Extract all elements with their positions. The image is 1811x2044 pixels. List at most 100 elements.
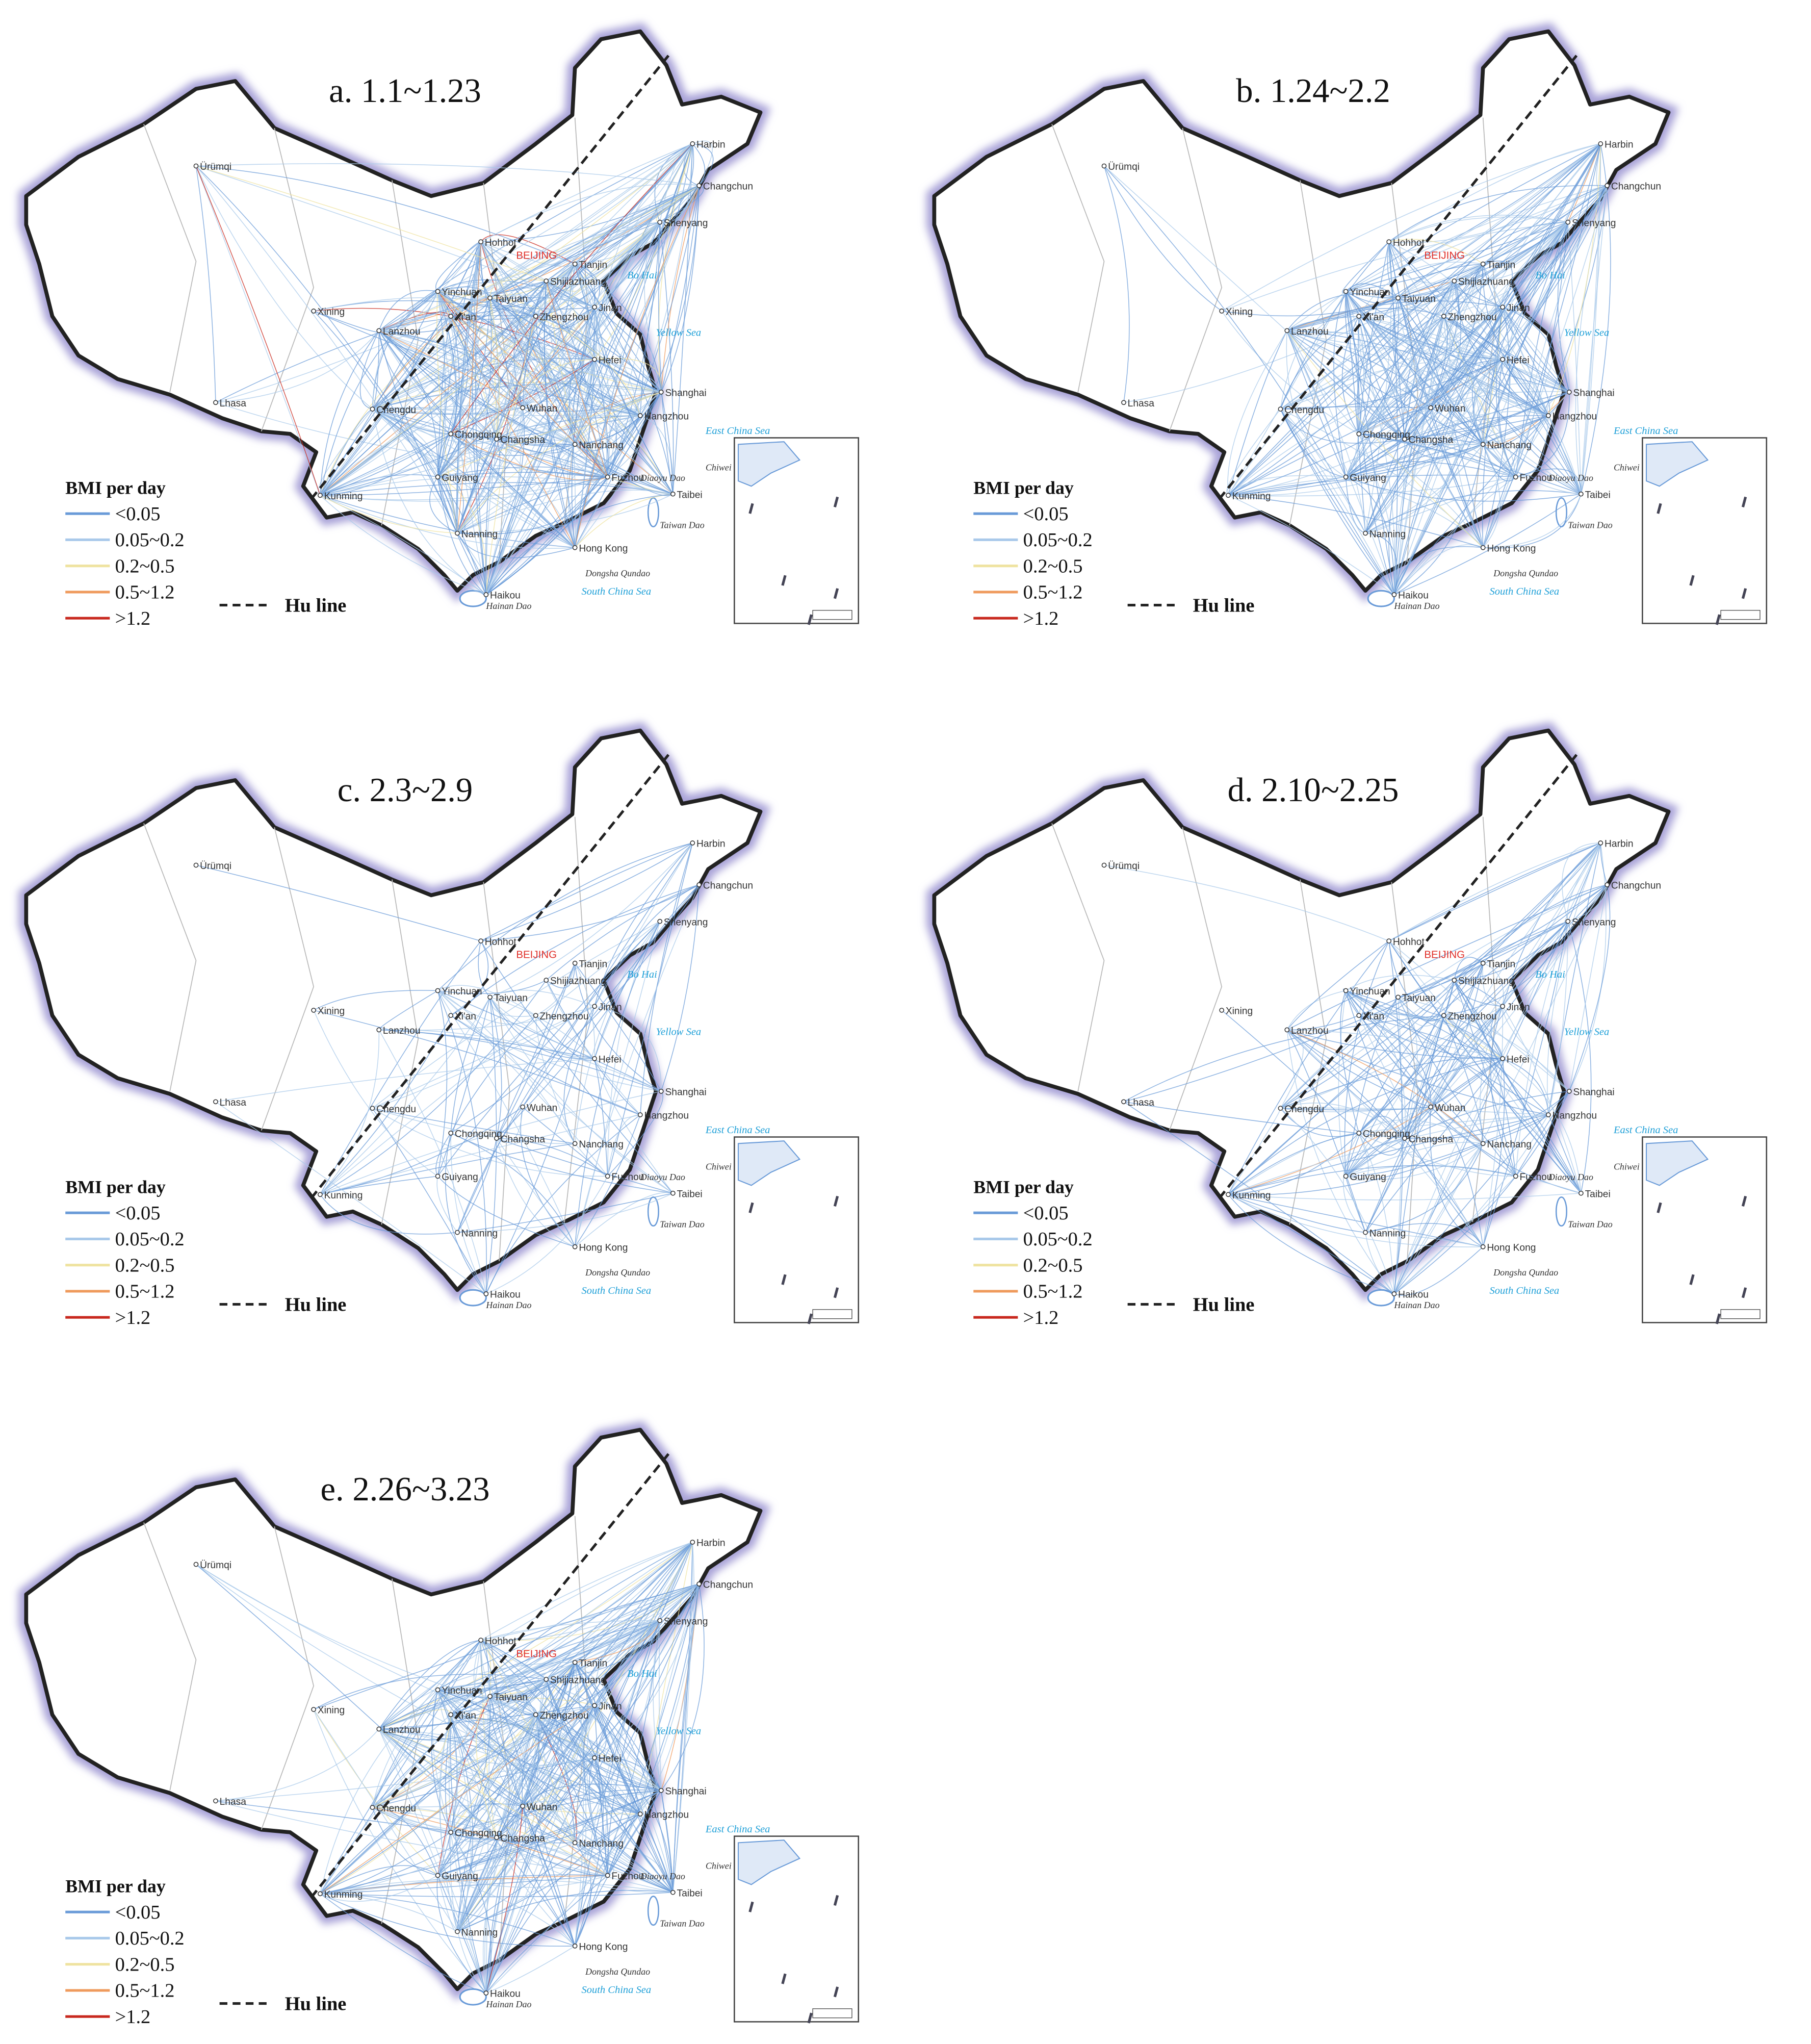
flow-line — [574, 921, 660, 1247]
city-label: Shanghai — [665, 1786, 706, 1797]
flow-line — [320, 1620, 660, 1894]
flow-line — [594, 842, 693, 1007]
legend-label: <0.05 — [115, 1203, 161, 1224]
flow-line — [437, 1662, 576, 1698]
flow-line — [1454, 980, 1582, 1194]
flow-line — [489, 185, 700, 298]
flow-line — [1286, 1029, 1405, 1139]
flow-line — [489, 997, 595, 1059]
flow-line — [378, 330, 576, 548]
legend-label: 0.2~0.5 — [1023, 555, 1083, 577]
flow-line — [496, 264, 576, 440]
flow-line — [522, 264, 576, 408]
flow-line — [574, 1620, 660, 1946]
flow-line — [520, 1107, 576, 1247]
flow-line — [594, 222, 660, 308]
flow-line — [379, 185, 700, 331]
flow-line — [1404, 980, 1455, 1139]
flow-line — [437, 985, 536, 1016]
flow-line — [480, 234, 576, 265]
capital-label: BEIJING — [516, 949, 557, 960]
hu-line — [309, 1452, 670, 1899]
flow-line — [1104, 165, 1405, 440]
city-label: Hangzhou — [1553, 412, 1597, 422]
flow-line — [496, 1835, 575, 1844]
flow-line — [1454, 980, 1516, 1177]
sea-label: East China Sea — [705, 1125, 770, 1136]
flow-line — [1358, 280, 1455, 435]
flow-line — [1365, 963, 1484, 1233]
flow-line — [1515, 921, 1568, 1177]
flow-line — [574, 1662, 584, 1946]
flow-line — [1430, 884, 1608, 1108]
flow-line — [437, 990, 448, 1177]
flow-line — [594, 1006, 662, 1091]
city-dot — [592, 356, 597, 362]
flow-line — [489, 997, 595, 1059]
flow-line — [1358, 316, 1364, 434]
flow-line — [437, 241, 481, 292]
flow-line — [457, 242, 481, 533]
legend-label: 0.5~1.2 — [115, 582, 175, 603]
legend-label: >1.2 — [1023, 608, 1059, 629]
flow-line — [480, 1640, 662, 1791]
flow-line — [1454, 884, 1608, 981]
flow-line — [661, 1583, 705, 1791]
flow-line — [489, 297, 641, 416]
flow-line — [1228, 495, 1483, 548]
legend-label: <0.05 — [1023, 503, 1069, 525]
flow-line — [1228, 1194, 1483, 1247]
flow-line — [457, 493, 674, 534]
flow-line — [437, 222, 660, 477]
city-label: Lanzhou — [1291, 1026, 1329, 1036]
flow-line — [1404, 411, 1549, 440]
flow-line — [1228, 1194, 1394, 1294]
flow-line — [457, 1889, 673, 1932]
city-dot — [213, 1798, 218, 1804]
flow-line — [1482, 392, 1570, 548]
flow-line — [1346, 975, 1455, 991]
city-label: Haikou — [490, 1290, 521, 1300]
city-dot — [572, 545, 578, 550]
flow-line — [496, 1837, 608, 1876]
taiwan — [1555, 1196, 1567, 1227]
flow-line — [1346, 407, 1431, 478]
flow-line — [1346, 439, 1405, 477]
flow-line — [457, 1662, 576, 1932]
city-label: Fuzhou — [1519, 473, 1552, 483]
city-dot — [1278, 406, 1283, 412]
flow-line — [378, 1728, 497, 1838]
flow-line — [486, 1176, 608, 1294]
flow-line — [1359, 433, 1516, 477]
flow-line — [1228, 1133, 1359, 1195]
flow-line — [431, 1690, 451, 1833]
city-dot — [637, 1811, 643, 1817]
flow-line — [450, 1133, 673, 1194]
city-dot — [572, 1141, 578, 1146]
flow-line — [1358, 316, 1484, 548]
city-dot — [520, 1104, 526, 1110]
flow-line — [437, 291, 608, 477]
flow-line — [1502, 1058, 1549, 1115]
flow-line — [692, 143, 714, 186]
flow-line — [535, 222, 660, 317]
flow-line — [435, 1133, 451, 1177]
flow-line — [320, 291, 438, 496]
flow-line — [594, 1757, 674, 1893]
city-label: Changsha — [501, 1134, 546, 1145]
flow-line — [379, 1728, 576, 1843]
flow-line — [372, 1006, 595, 1109]
flow-line — [378, 1728, 595, 1766]
city-dot — [318, 493, 323, 498]
flow-line — [1346, 433, 1366, 478]
city-label: Nanning — [1369, 529, 1406, 540]
city-dot — [376, 1726, 382, 1732]
island-label: Hainan Dao — [485, 1999, 531, 2009]
city-dot — [1278, 1106, 1283, 1111]
flow-line — [482, 1806, 523, 1994]
city-dot — [544, 978, 549, 983]
flow-line — [1221, 221, 1568, 312]
flow-line — [313, 1010, 641, 1115]
flow-line — [661, 392, 674, 494]
flow-line — [1393, 1091, 1570, 1294]
